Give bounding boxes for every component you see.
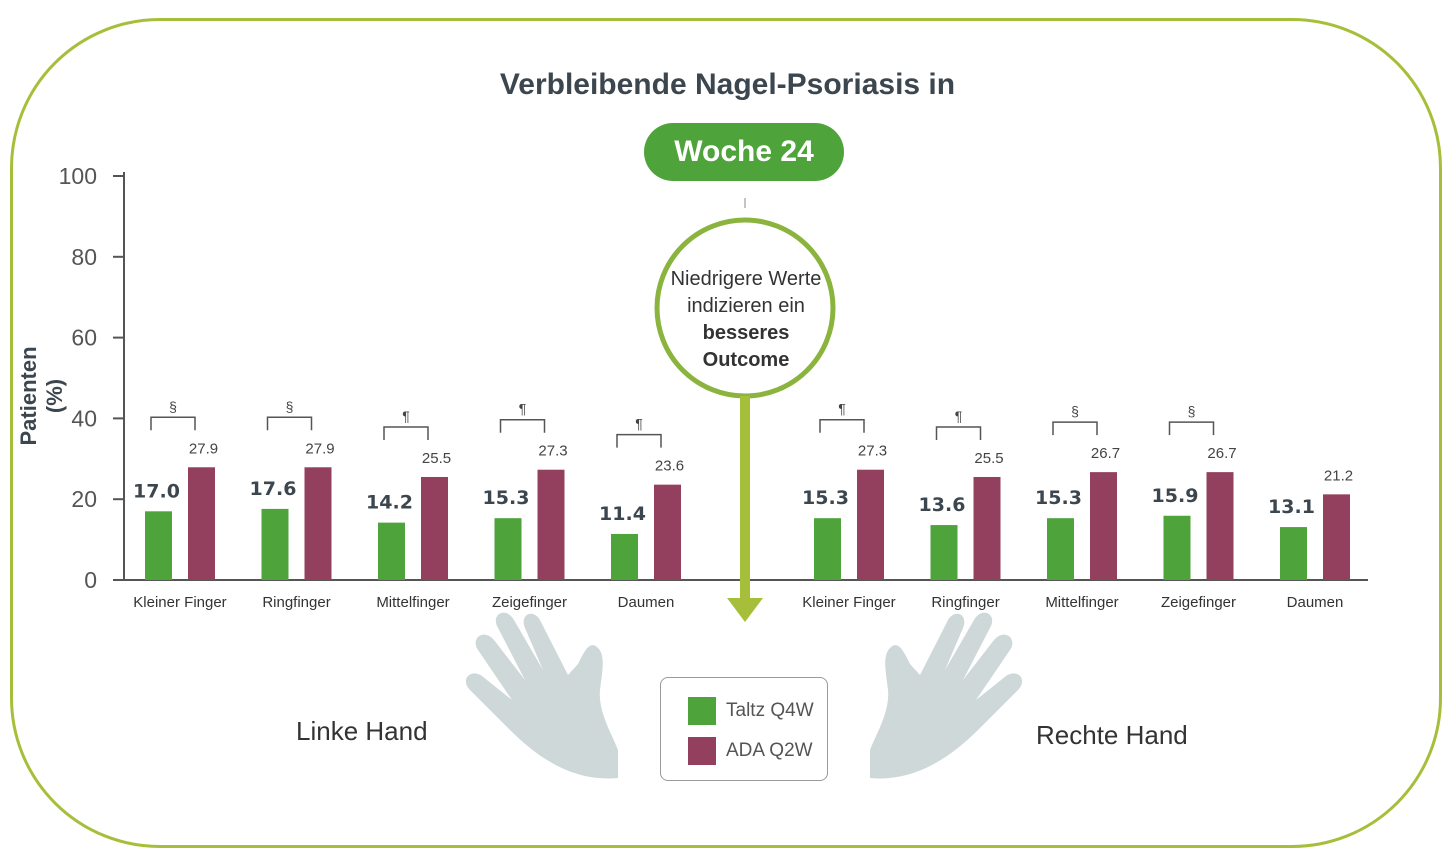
- legend: Taltz Q4W ADA Q2W: [660, 677, 828, 781]
- left-hand-label: Linke Hand: [296, 716, 428, 746]
- data-label-taltz: 17.0: [133, 480, 180, 502]
- data-label-ada: 27.3: [858, 443, 887, 460]
- significance-marker: §: [1188, 403, 1196, 419]
- y-tick-label: 40: [71, 405, 97, 431]
- legend-label-taltz: Taltz Q4W: [726, 700, 814, 721]
- x-tick-label: Kleiner Finger: [133, 594, 226, 611]
- bar-ada: [1090, 472, 1117, 580]
- legend-item-taltz: Taltz Q4W: [688, 696, 814, 726]
- data-label-taltz: 15.3: [483, 487, 530, 509]
- week-badge: Woche 24: [644, 123, 844, 181]
- callout-bold-1: besseres: [702, 322, 790, 344]
- bar-taltz: [1163, 515, 1191, 580]
- rounded-frame: [10, 18, 1442, 848]
- legend-swatch-taltz: [688, 697, 716, 725]
- bar-taltz: [378, 522, 405, 580]
- bar-ada: [857, 469, 884, 580]
- data-label-ada: 27.9: [189, 440, 218, 457]
- x-tick-label: Zeigefinger: [1161, 594, 1236, 611]
- chart-title: Verbleibende Nagel-Psoriasis in: [499, 68, 956, 101]
- significance-bracket: [1168, 421, 1215, 436]
- data-label-taltz: 15.3: [802, 487, 849, 509]
- bar-ada: [421, 476, 448, 580]
- significance-bracket: [383, 426, 429, 440]
- data-label-ada: 25.5: [422, 450, 451, 467]
- data-label-taltz: 14.2: [366, 492, 413, 514]
- bar-ada: [654, 484, 681, 580]
- bar-ada: [973, 476, 1001, 580]
- bar-taltz: [145, 511, 172, 580]
- bar-ada: [537, 469, 565, 580]
- bar-taltz: [1280, 527, 1307, 580]
- significance-bracket: [1052, 421, 1098, 436]
- y-tick-label: 80: [71, 244, 97, 270]
- data-label-taltz: 15.9: [1152, 485, 1199, 507]
- data-label-taltz: 13.1: [1268, 496, 1315, 518]
- y-tick-label: 100: [59, 163, 97, 189]
- callout-arrow-shaft: [740, 396, 750, 600]
- bar-taltz: [814, 518, 841, 580]
- y-tick-label: 60: [71, 325, 97, 351]
- data-label-ada: 21.2: [1324, 467, 1353, 484]
- bar-taltz: [494, 518, 522, 580]
- callout-text: Niedrigere Werte indizieren ein besseres…: [660, 266, 832, 374]
- bar-ada: [1323, 494, 1350, 580]
- significance-bracket: [935, 426, 982, 440]
- x-tick-label: Mittelfinger: [376, 594, 449, 611]
- significance-marker: ¶: [838, 401, 846, 417]
- bar-ada: [188, 467, 215, 580]
- significance-bracket: [266, 416, 313, 431]
- bar-taltz: [1047, 518, 1074, 580]
- x-tick-label: Daumen: [618, 594, 675, 611]
- data-label-taltz: 11.4: [599, 503, 646, 525]
- significance-marker: ¶: [635, 416, 643, 432]
- significance-marker: ¶: [955, 408, 963, 424]
- left-hand-icon: [465, 612, 618, 779]
- x-tick-label: Kleiner Finger: [802, 594, 895, 611]
- data-label-ada: 23.6: [655, 458, 684, 475]
- y-tick-label: 0: [84, 567, 97, 593]
- y-tick-label: 20: [71, 486, 97, 512]
- significance-marker: §: [1071, 403, 1079, 419]
- callout-arrow-head: [727, 598, 763, 622]
- x-tick-label: Daumen: [1287, 594, 1344, 611]
- callout-line-2: indizieren ein: [687, 295, 805, 317]
- bar-ada: [1206, 472, 1234, 580]
- bar-taltz: [930, 525, 958, 580]
- bar-ada: [304, 467, 332, 580]
- data-label-ada: 27.3: [538, 443, 567, 460]
- x-tick-label: Ringfinger: [262, 594, 330, 611]
- significance-bracket: [499, 418, 546, 433]
- significance-bracket: [819, 418, 865, 433]
- callout-line-1: Niedrigere Werte: [670, 268, 822, 290]
- significance-marker: §: [169, 398, 177, 414]
- data-label-taltz: 15.3: [1035, 487, 1082, 509]
- x-tick-label: Mittelfinger: [1045, 594, 1118, 611]
- data-label-taltz: 17.6: [250, 478, 297, 500]
- significance-marker: §: [286, 398, 294, 414]
- data-label-taltz: 13.6: [919, 494, 966, 516]
- significance-bracket: [150, 416, 196, 431]
- data-label-ada: 25.5: [974, 450, 1003, 467]
- significance-bracket: [616, 433, 662, 448]
- significance-marker: ¶: [402, 408, 410, 424]
- data-label-ada: 26.7: [1091, 445, 1120, 462]
- legend-item-ada: ADA Q2W: [688, 736, 813, 766]
- x-tick-label: Zeigefinger: [492, 594, 567, 611]
- legend-swatch-ada: [688, 737, 716, 765]
- significance-marker: ¶: [519, 401, 527, 417]
- bar-taltz: [611, 533, 638, 580]
- bar-taltz: [261, 508, 289, 580]
- data-label-ada: 27.9: [305, 440, 334, 457]
- x-tick-label: Ringfinger: [931, 594, 999, 611]
- legend-label-ada: ADA Q2W: [726, 740, 813, 761]
- callout-bold-2: Outcome: [702, 349, 790, 371]
- right-hand-icon: [870, 612, 1023, 779]
- data-label-ada: 26.7: [1207, 445, 1236, 462]
- right-hand-label: Rechte Hand: [1036, 720, 1188, 750]
